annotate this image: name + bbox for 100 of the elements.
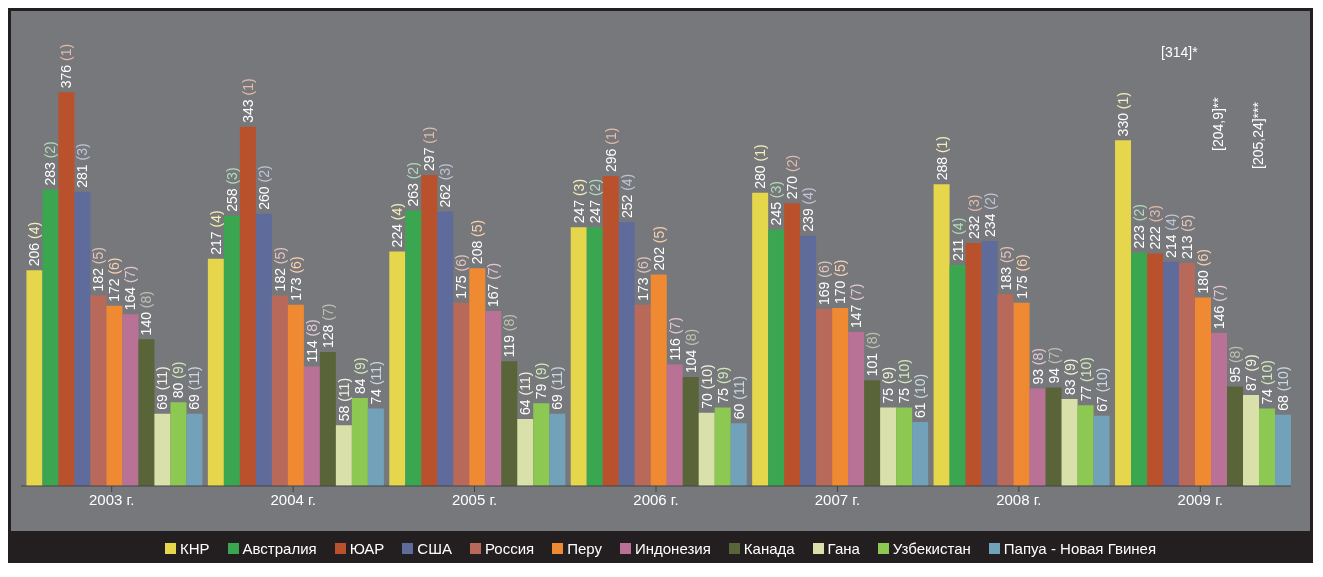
bar [138,339,155,486]
data-label: 217 (4) [207,210,224,255]
bar [730,423,747,486]
bar [453,302,470,486]
data-label: 180 (6) [1195,249,1212,294]
data-label: 116 (7) [666,317,683,361]
data-label: 281 (3) [74,143,91,188]
data-label: 94 (7) [1045,346,1062,384]
bar [714,407,731,486]
bar [981,240,998,486]
legend-label: Россия [483,540,535,557]
data-label: 75 (9) [880,366,897,404]
bar [1061,399,1078,486]
bar [239,126,256,486]
data-label: 164 (7) [122,265,139,311]
bar [1077,405,1094,486]
bar [618,222,635,486]
data-label: 68 (10) [1275,366,1292,411]
data-label: 260 (2) [255,165,272,210]
bar [154,413,171,486]
data-label: 247 (2) [586,178,603,224]
data-label: 114 (8) [303,319,320,363]
data-label: 175 (6) [453,254,470,299]
x-tick-label: 2004 г. [270,490,316,508]
bar [517,418,534,486]
data-label: 234 (2) [981,192,998,237]
data-label: 239 (4) [800,187,817,232]
bar [170,402,187,486]
data-label: 167 (7) [485,262,502,308]
bar [1045,387,1062,486]
data-label: 169 (6) [816,260,833,305]
data-label: 128 (7) [319,303,336,348]
data-label: 173 (6) [634,256,651,301]
data-label: 222 (3) [1147,205,1164,250]
data-label: 84 (9) [351,357,368,395]
legend-label: Индонезия [633,540,711,557]
bar [42,189,59,486]
data-label: 258 (3) [223,167,240,212]
data-label: 280 (1) [752,144,769,189]
data-label: 245 (3) [768,181,785,226]
bar [437,211,454,486]
x-tick-label: 2003 г. [89,490,135,508]
legend-label: Канада [742,540,795,557]
legend-label: Узбекистан [891,540,971,557]
bar [965,243,982,486]
x-tick-label: 2005 г. [451,490,498,508]
legend-label: Перу [566,540,602,557]
bar [1243,394,1260,486]
bar [949,265,966,486]
legend-label: Австралия [241,540,317,557]
data-label: 60 (11) [730,375,747,420]
bar [106,305,123,486]
bar [1093,415,1110,486]
data-label: 69 (11) [186,366,203,410]
bar [698,412,715,486]
data-label: 263 (2) [405,162,422,207]
legend-label: США [416,540,452,557]
data-label: 170 (5) [832,259,849,304]
legend-label: Гана [826,540,860,557]
data-label: 75 (10) [896,359,913,404]
bar [1195,297,1212,486]
data-label: 296 (1) [602,127,619,172]
bar [752,192,769,486]
data-label: 67 (10) [1093,367,1110,412]
bar [223,215,240,486]
bar [1115,140,1132,486]
data-label: 252 (4) [618,173,635,219]
bar [122,314,139,486]
bar [549,413,566,486]
data-label: 376 (1) [58,43,75,89]
data-label: 83 (9) [1061,358,1078,396]
bar [864,380,881,486]
data-label: 343 (1) [239,78,256,123]
data-label: 297 (1) [421,126,438,171]
data-label: 77 (10) [1077,356,1094,402]
bar [58,92,75,486]
bar [912,422,929,486]
data-label: 182 (5) [90,247,107,292]
data-label: 224 (4) [389,203,406,248]
bar [1211,333,1228,486]
data-label: 208 (5) [469,219,486,265]
bar [90,295,107,486]
data-label: 69 (11) [154,366,171,410]
bar [389,251,406,486]
data-label: 69 (11) [549,366,566,410]
data-label: 146 (7) [1211,284,1228,330]
bar [319,351,336,486]
data-label: 119 (8) [501,314,518,358]
annotation: [204,9]** [1210,96,1226,151]
x-tick-label: 2006 г. [633,490,679,508]
bar [351,398,368,486]
bar [26,270,43,486]
data-label: 223 (2) [1131,204,1148,249]
data-label: 247 (3) [570,178,587,224]
bar [533,403,550,486]
data-label: 75 (9) [714,366,731,404]
bar [650,274,667,486]
bar [997,294,1014,486]
bar [768,229,785,486]
data-label: 330 (1) [1115,92,1132,137]
